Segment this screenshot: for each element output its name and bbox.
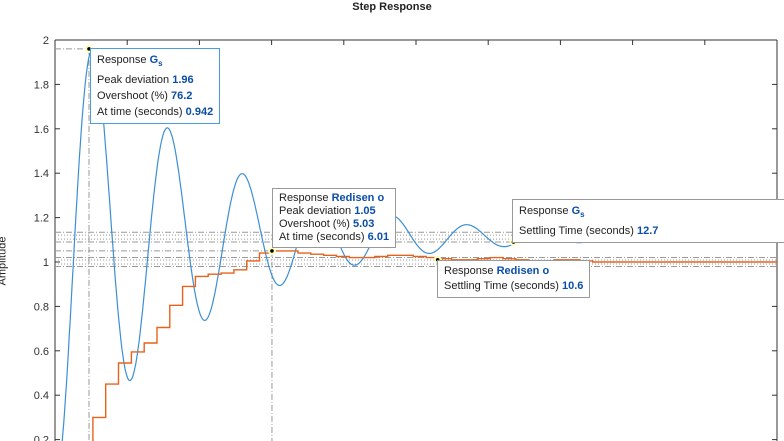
value: 1.96: [172, 74, 194, 87]
value: 1.05: [354, 205, 376, 217]
value: 76.2: [170, 90, 193, 103]
label: At time (seconds): [279, 231, 365, 243]
series-rediseno-stairs: [92, 250, 777, 441]
y-tick-label: 1: [43, 257, 49, 269]
series-name: Redisen o: [496, 265, 550, 277]
y-tick-label: 1.6: [34, 124, 49, 136]
y-tick-label: 2: [43, 35, 49, 47]
series-name: Gs: [149, 54, 163, 69]
series-name: Gs: [571, 205, 585, 220]
data-tip-marker: [87, 47, 91, 51]
value: 12.7: [637, 225, 659, 238]
label: Overshoot (%): [279, 218, 350, 230]
label: Overshoot (%): [97, 90, 168, 103]
y-tick-label: 0.6: [34, 346, 49, 358]
annotation-rediseno-peak[interactable]: Response Redisen o Peak deviation 1.05 O…: [272, 188, 397, 248]
label: Response: [519, 205, 569, 217]
label: Response: [97, 54, 147, 66]
y-tick-label: 1.2: [34, 213, 49, 225]
label: At time (seconds): [97, 106, 183, 119]
label: Settling Time (seconds): [444, 280, 559, 292]
annotation-gs-peak[interactable]: Response Gs Peak deviation 1.96 Overshoo…: [90, 48, 221, 125]
label: Response: [444, 265, 494, 277]
y-tick-label: 1.8: [34, 79, 49, 91]
y-tick-label: 0.8: [34, 301, 49, 313]
annotation-rediseno-settling[interactable]: Response Redisen o Settling Time (second…: [437, 260, 591, 298]
data-tip-marker: [270, 249, 274, 253]
value: 10.6: [562, 280, 584, 292]
y-tick-label: 0.2: [34, 435, 49, 441]
value: 5.03: [352, 218, 375, 230]
series-name: Redisen o: [331, 192, 385, 204]
y-tick-label: 1.4: [34, 168, 49, 180]
label: Peak deviation: [97, 74, 170, 87]
value: 6.01: [367, 231, 390, 243]
label: Response: [279, 192, 329, 204]
chart-title: Step Response: [352, 1, 432, 13]
label: Peak deviation: [279, 205, 352, 217]
annotation-gs-settling[interactable]: Response Gs Settling Time (seconds) 12.7: [512, 199, 784, 244]
label: Settling Time (seconds): [519, 225, 634, 238]
value: 0.942: [185, 106, 214, 119]
y-tick-label: 0.4: [34, 390, 49, 402]
